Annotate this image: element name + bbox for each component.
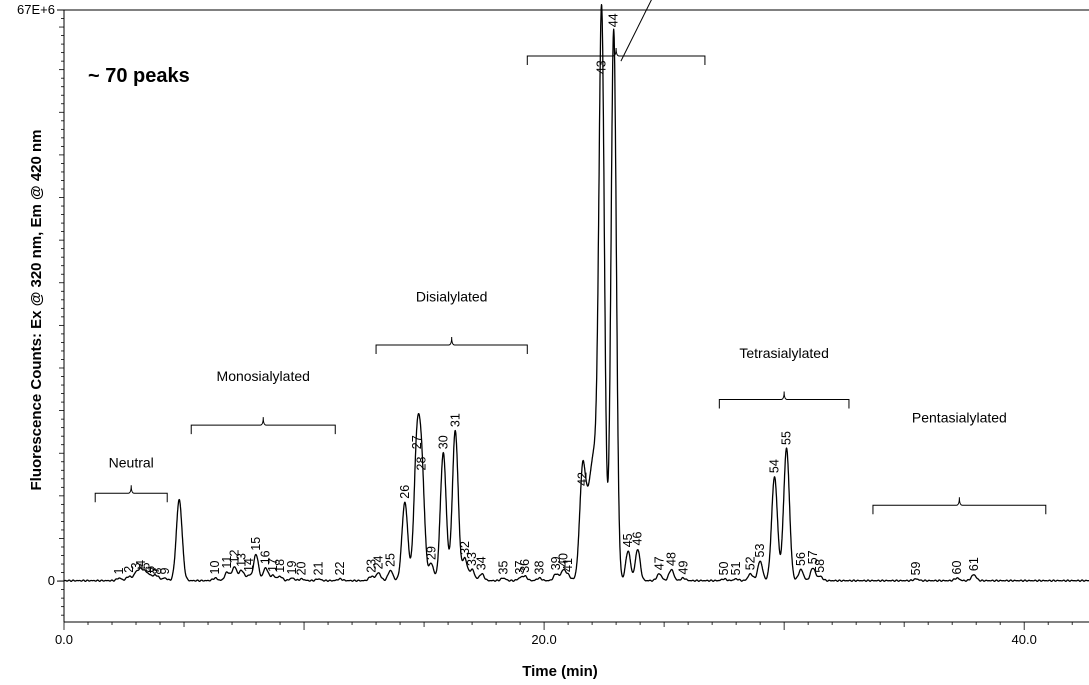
x-tick-label: 40.0 — [1012, 632, 1037, 647]
peak-label: 52 — [744, 556, 758, 570]
group-label: Tetrasialylated — [739, 345, 829, 361]
x-tick-label: 20.0 — [531, 632, 556, 647]
peak-label: 60 — [950, 561, 964, 575]
peak-label: 21 — [311, 561, 325, 575]
chromatogram-trace — [63, 4, 1089, 582]
peak-label: 47 — [652, 556, 666, 570]
x-tick-label: 0.0 — [55, 632, 73, 647]
peak-label: 1 — [112, 568, 126, 575]
group-bracket — [94, 485, 168, 503]
peak-label: 54 — [768, 459, 782, 473]
peak-label: 12 — [227, 549, 241, 563]
peak-label: 10 — [208, 561, 222, 575]
peak-label: 2 — [122, 566, 136, 573]
y-tick-label: 67E+6 — [17, 2, 55, 17]
peak-label: 19 — [285, 561, 299, 575]
peak-label: 15 — [249, 537, 263, 551]
group-pointer-line — [620, 0, 652, 62]
peak-label: 17 — [266, 558, 280, 572]
peak-label: 31 — [448, 413, 462, 427]
peak-label: 56 — [794, 552, 808, 566]
peak-label: 22 — [333, 561, 347, 575]
peak-label: 11 — [220, 556, 234, 569]
peak-label: 58 — [813, 559, 827, 573]
peak-label: 36 — [518, 559, 532, 573]
peak-label: 38 — [532, 561, 546, 575]
peak-label: 18 — [273, 559, 287, 573]
peak-label: 57 — [806, 550, 820, 564]
peak-label: 24 — [372, 555, 386, 569]
peak-label: 40 — [556, 553, 570, 567]
peak-label: 51 — [729, 561, 743, 575]
peak-label: 37 — [513, 561, 527, 575]
peak-label: 50 — [717, 561, 731, 575]
group-bracket — [375, 336, 528, 354]
group-label: Monosialylated — [217, 368, 310, 384]
peak-label: 59 — [909, 561, 923, 575]
group-bracket — [872, 497, 1047, 515]
peak-label: 53 — [753, 544, 767, 558]
peak-label: 9 — [158, 568, 172, 575]
group-label: Disialylated — [416, 289, 488, 305]
peak-label: 16 — [259, 550, 273, 564]
peak-label: 25 — [384, 553, 398, 567]
peak-label: 26 — [398, 485, 412, 499]
y-axis-title: Fluorescence Counts: Ex @ 320 nm, Em @ 4… — [28, 129, 45, 490]
peak-label: 28 — [415, 457, 429, 471]
group-label: Pentasialylated — [912, 410, 1007, 426]
group-label: Neutral — [109, 455, 154, 471]
peak-label: 23 — [364, 559, 378, 573]
peak-label: 5 — [139, 562, 153, 569]
peak-label: 8 — [151, 568, 165, 575]
group-bracket — [190, 417, 336, 435]
peak-label: 27 — [410, 435, 424, 449]
peak-label: 20 — [295, 561, 309, 575]
peak-label: 55 — [780, 431, 794, 445]
peak-label: 30 — [436, 435, 450, 449]
group-bracket — [526, 48, 706, 66]
peak-label: 43 — [595, 60, 609, 74]
peak-label: 45 — [621, 533, 635, 547]
peak-label: 33 — [465, 552, 479, 566]
peak-label: 35 — [496, 561, 510, 575]
peak-count-annotation: ~ 70 peaks — [88, 65, 190, 87]
peak-label: 6 — [143, 566, 157, 573]
axes: 0 67E+6 0.0 20.0 40.0 — [17, 2, 1089, 647]
peak-label: 48 — [664, 552, 678, 566]
y-tick-label: 0 — [48, 573, 55, 588]
peak-label: 49 — [676, 561, 690, 575]
group-bracket — [718, 391, 850, 409]
peak-label: 29 — [424, 546, 438, 560]
peak-label: 4 — [134, 560, 148, 567]
peak-label: 34 — [475, 556, 489, 570]
peak-label: 44 — [607, 13, 621, 27]
x-axis-title: Time (min) — [522, 663, 598, 680]
peak-label: 3 — [129, 562, 143, 569]
peak-label: 39 — [549, 556, 563, 570]
peak-label: 41 — [561, 558, 575, 572]
peak-label: 61 — [967, 557, 981, 571]
peak-label: 7 — [148, 567, 162, 574]
peak-label: 13 — [235, 553, 249, 567]
peak-label: 46 — [631, 532, 645, 546]
group-brackets: NeutralMonosialylatedDisialylatedTrisial… — [94, 0, 1047, 515]
